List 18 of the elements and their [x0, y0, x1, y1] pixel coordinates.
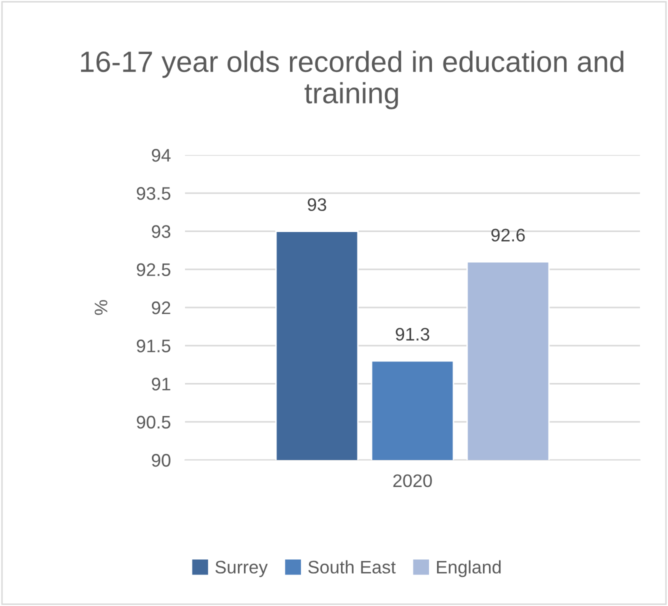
- y-axis-title: %: [94, 300, 108, 315]
- data-label: 91.3: [396, 328, 430, 341]
- legend-label: England: [437, 560, 501, 578]
- y-tick-label: 94: [152, 148, 171, 162]
- data-label: 92.6: [491, 228, 525, 242]
- chart-title: 16-17 year olds recorded in education and training: [81, 50, 624, 110]
- y-tick-label: 91: [152, 378, 170, 390]
- y-tick-label: 92.5: [136, 263, 170, 276]
- y-tick-label: 92: [152, 301, 170, 314]
- legend-label: South East: [308, 560, 396, 574]
- legend-label: Surrey: [215, 560, 268, 578]
- y-tick-label: 93.5: [136, 187, 170, 200]
- x-tick-label: 2020: [393, 474, 432, 488]
- y-tick-label: 90: [152, 454, 170, 467]
- y-tick-label: 93: [152, 225, 170, 238]
- data-label: 93: [308, 198, 326, 212]
- y-tick-label: 91.5: [136, 340, 170, 352]
- y-tick-label: 90.5: [136, 416, 170, 429]
